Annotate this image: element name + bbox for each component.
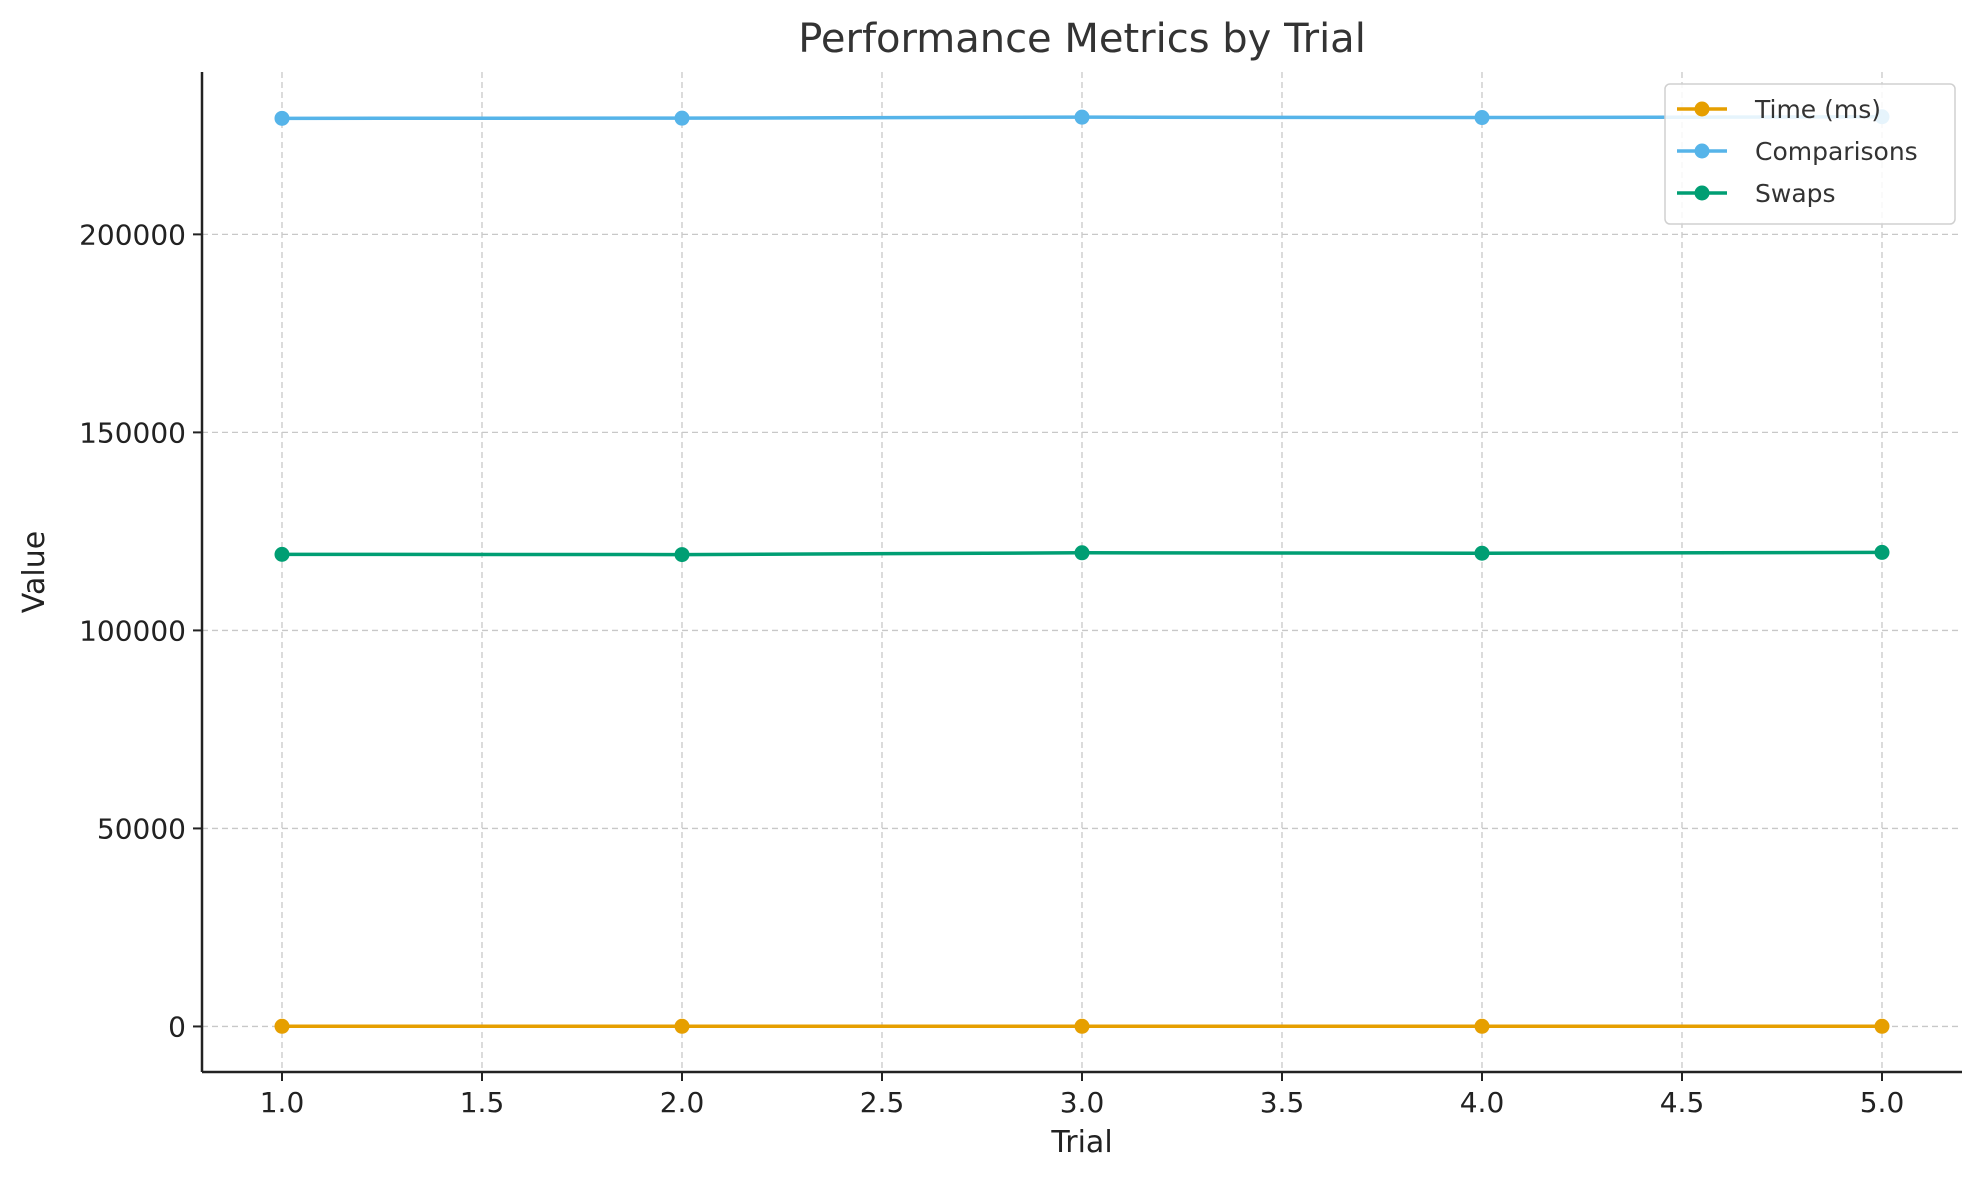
legend-label: Comparisons bbox=[1755, 137, 1918, 166]
y-tick-label: 150000 bbox=[79, 416, 186, 449]
x-tick-label: 3.5 bbox=[1260, 1086, 1305, 1119]
legend-marker bbox=[1694, 101, 1710, 117]
legend: Time (ms) Comparisons Swaps bbox=[1664, 83, 1956, 225]
series-layer bbox=[274, 109, 1890, 1034]
grid bbox=[202, 72, 1962, 1072]
data-point bbox=[274, 110, 290, 126]
legend-marker bbox=[1694, 143, 1710, 159]
x-tick-label: 2.5 bbox=[860, 1086, 905, 1119]
legend-marker bbox=[1694, 185, 1710, 201]
y-tick-label: 50000 bbox=[97, 812, 186, 845]
data-point bbox=[274, 1018, 290, 1034]
data-point bbox=[1874, 1018, 1890, 1034]
y-axis-ticks: 0 50000 100000 150000 200000 bbox=[79, 218, 202, 1043]
x-tick-label: 4.0 bbox=[1460, 1086, 1505, 1119]
legend-item: Swaps bbox=[1677, 179, 1836, 208]
legend-item: Time (ms) bbox=[1677, 95, 1881, 124]
data-point bbox=[1874, 544, 1890, 560]
x-tick-label: 1.0 bbox=[260, 1086, 305, 1119]
legend-box bbox=[1664, 83, 1956, 225]
series-time-ms bbox=[274, 1018, 1890, 1034]
data-point bbox=[674, 1018, 690, 1034]
y-tick-label: 200000 bbox=[79, 218, 186, 251]
x-tick-label: 4.5 bbox=[1660, 1086, 1705, 1119]
data-point bbox=[1474, 545, 1490, 561]
series-swaps bbox=[274, 544, 1890, 563]
x-tick-label: 1.5 bbox=[460, 1086, 505, 1119]
data-point bbox=[1474, 1018, 1490, 1034]
x-axis-label: Trial bbox=[1050, 1125, 1112, 1160]
data-point bbox=[274, 546, 290, 562]
y-tick-label: 100000 bbox=[79, 614, 186, 647]
x-tick-label: 2.0 bbox=[660, 1086, 705, 1119]
legend-item: Comparisons bbox=[1677, 137, 1918, 166]
data-point bbox=[1074, 545, 1090, 561]
series-comparisons bbox=[274, 109, 1890, 126]
legend-label: Swaps bbox=[1755, 179, 1836, 208]
y-tick-label: 0 bbox=[168, 1010, 186, 1043]
data-point bbox=[1474, 110, 1490, 126]
data-point bbox=[1074, 1018, 1090, 1034]
data-point bbox=[674, 110, 690, 126]
x-axis-ticks: 1.0 1.5 2.0 2.5 3.0 3.5 4.0 4.5 5.0 bbox=[260, 1072, 1905, 1119]
y-axis-label: Value bbox=[17, 531, 52, 613]
data-point bbox=[674, 547, 690, 563]
x-tick-label: 5.0 bbox=[1860, 1086, 1905, 1119]
chart-title: Performance Metrics by Trial bbox=[798, 16, 1366, 62]
x-tick-label: 3.0 bbox=[1060, 1086, 1105, 1119]
data-point bbox=[1074, 109, 1090, 125]
legend-label: Time (ms) bbox=[1754, 95, 1881, 124]
